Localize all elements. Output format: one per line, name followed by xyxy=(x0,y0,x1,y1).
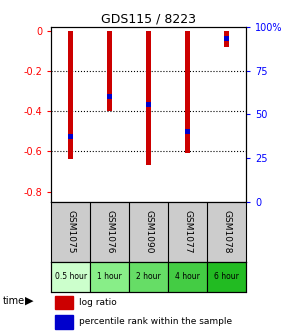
Bar xyxy=(224,31,229,47)
Text: GSM1075: GSM1075 xyxy=(66,210,75,253)
Text: 0.5 hour: 0.5 hour xyxy=(55,272,87,281)
Text: log ratio: log ratio xyxy=(79,298,116,307)
Text: time: time xyxy=(3,296,25,306)
Bar xyxy=(90,262,129,292)
Text: percentile rank within the sample: percentile rank within the sample xyxy=(79,318,232,327)
Text: GSM1090: GSM1090 xyxy=(144,210,153,253)
Bar xyxy=(55,316,73,329)
Text: GSM1077: GSM1077 xyxy=(183,210,192,253)
Text: GSM1078: GSM1078 xyxy=(222,210,231,253)
Text: 4 hour: 4 hour xyxy=(175,272,200,281)
Title: GDS115 / 8223: GDS115 / 8223 xyxy=(101,13,196,26)
Bar xyxy=(146,31,151,165)
Text: ▶: ▶ xyxy=(25,296,33,306)
Text: 1 hour: 1 hour xyxy=(97,272,122,281)
Text: 2 hour: 2 hour xyxy=(136,272,161,281)
Bar xyxy=(185,31,190,154)
Bar xyxy=(207,262,246,292)
Bar xyxy=(108,31,112,111)
Bar xyxy=(55,296,73,309)
Bar xyxy=(185,129,190,134)
Text: 6 hour: 6 hour xyxy=(214,272,239,281)
Bar xyxy=(51,262,90,292)
Bar xyxy=(168,262,207,292)
Bar xyxy=(107,94,112,99)
Bar xyxy=(129,262,168,292)
Bar xyxy=(69,31,73,159)
Bar xyxy=(68,134,73,139)
Bar xyxy=(146,102,151,108)
Text: GSM1076: GSM1076 xyxy=(105,210,114,253)
Bar xyxy=(224,36,229,41)
